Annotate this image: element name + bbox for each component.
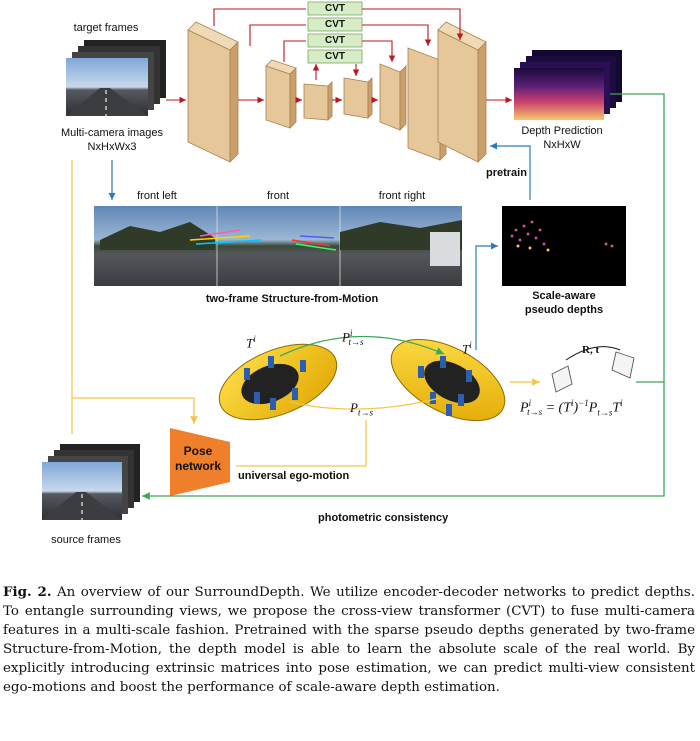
depth-prediction-label: Depth Prediction — [521, 125, 603, 137]
cvt-label-1: CVT — [325, 3, 345, 14]
front-label: front — [266, 190, 290, 202]
caption-text: An overview of our SurroundDepth. We uti… — [3, 585, 695, 695]
target-frames-label: target frames — [73, 22, 139, 34]
scale-aware-label: Scale-aware — [532, 290, 596, 302]
cvt-boxes — [307, 1, 363, 64]
rt-arc — [565, 346, 621, 361]
p-t-s-label: Pt→s — [350, 400, 373, 418]
source-frames-stack — [42, 444, 140, 520]
yellow-transform-arc — [289, 397, 441, 410]
pose-label-2: network — [174, 459, 222, 473]
figure-diagram — [42, 1, 665, 520]
encoder-decoder-network — [187, 21, 487, 163]
camera-rigs — [551, 351, 635, 393]
sfm-to-pseudo-arrow — [475, 242, 498, 330]
cvt-label-2: CVT — [325, 19, 345, 30]
overview-figure: target frames Multi-camera images NxHxWx… — [42, 1, 665, 546]
front-right-label: front right — [378, 190, 426, 202]
three-view-strip — [94, 206, 462, 286]
caption-label: Fig. 2. — [3, 584, 52, 600]
pretrain-label: pretrain — [486, 167, 527, 179]
depth-prediction-stack — [514, 50, 622, 120]
ego-motion-label: universal ego-motion — [238, 470, 350, 482]
pose-network-block — [170, 428, 230, 496]
car-source — [390, 338, 506, 422]
target-frames-stack — [66, 40, 166, 116]
rt-label: R, t — [582, 344, 600, 356]
multi-camera-dims: NxHxWx3 — [87, 141, 137, 153]
photometric-loop — [142, 93, 665, 500]
pseudo-depth-image — [502, 206, 626, 286]
depth-dims-label: NxHxW — [543, 139, 581, 151]
figure-caption: Fig. 2. An overview of our SurroundDepth… — [3, 583, 695, 697]
pose-arrows — [71, 160, 540, 467]
network-arrows — [166, 8, 512, 104]
pseudo-depths-label: pseudo depths — [524, 304, 604, 316]
multi-camera-label: Multi-camera images — [60, 127, 164, 139]
car-target — [218, 343, 338, 421]
cvt-label-4: CVT — [325, 51, 345, 62]
sfm-label: two-frame Structure-from-Motion — [205, 293, 379, 305]
green-transform-arc — [279, 335, 445, 357]
photometric-label: photometric consistency — [318, 512, 449, 524]
front-left-label: front left — [137, 190, 177, 202]
t-i-left: Ti — [246, 334, 256, 351]
source-frames-label: source frames — [51, 534, 121, 546]
p-i-t-s-label: Pit→s — [342, 328, 364, 347]
pretrain-arrow — [490, 142, 531, 200]
t-i-right: Ti — [462, 340, 472, 357]
pose-label-1: Pose — [183, 444, 213, 458]
transform-equation: Pit→s = (Ti)−1Pt→sTi — [520, 398, 623, 418]
cvt-label-3: CVT — [325, 35, 345, 46]
